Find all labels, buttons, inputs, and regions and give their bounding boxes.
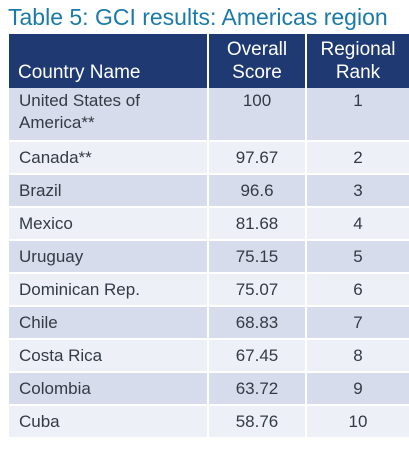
table-row: Cuba 58.76 10: [9, 406, 409, 437]
country-cell: Mexico: [9, 208, 209, 241]
score-cell: 63.72: [209, 373, 307, 406]
rank-cell: 7: [307, 307, 409, 340]
rank-cell: 10: [307, 406, 409, 437]
header-regional-rank: Regional Rank: [307, 34, 409, 88]
header-score-line1: Overall: [226, 39, 288, 60]
country-cell: Cuba: [9, 406, 209, 437]
country-cell: United States of America**: [9, 88, 209, 142]
country-cell: Colombia: [9, 373, 209, 406]
table-row: United States of America** 100 1: [9, 88, 409, 142]
score-cell: 68.83: [209, 307, 307, 340]
rank-cell: 3: [307, 175, 409, 208]
table-row: Mexico 81.68 4: [9, 208, 409, 241]
score-cell: 58.76: [209, 406, 307, 437]
score-cell: 75.07: [209, 274, 307, 307]
score-cell: 100: [209, 88, 307, 142]
header-row: Country Name Overall Score Regional Rank: [9, 34, 409, 88]
table-row: Dominican Rep. 75.07 6: [9, 274, 409, 307]
rank-cell: 9: [307, 373, 409, 406]
table-title: Table 5: GCI results: Americas region: [8, 4, 388, 30]
header-country-label: Country Name: [18, 62, 141, 83]
header-rank-line1: Regional: [320, 39, 396, 60]
table-row: Chile 68.83 7: [9, 307, 409, 340]
header-score-line2: Score: [232, 62, 282, 83]
header-rank-line2: Rank: [335, 62, 381, 83]
rank-cell: 5: [307, 241, 409, 274]
score-cell: 96.6: [209, 175, 307, 208]
table-row: Brazil 96.6 3: [9, 175, 409, 208]
header-overall-score: Overall Score: [209, 34, 307, 88]
rank-cell: 8: [307, 340, 409, 373]
table-body: United States of America** 100 1 Canada*…: [9, 88, 409, 437]
country-cell: Canada**: [9, 142, 209, 175]
country-cell: Costa Rica: [9, 340, 209, 373]
score-cell: 67.45: [209, 340, 307, 373]
country-name-line2: America**: [19, 113, 95, 132]
table-header: Country Name Overall Score Regional Rank: [9, 34, 409, 88]
score-cell: 75.15: [209, 241, 307, 274]
country-cell: Uruguay: [9, 241, 209, 274]
header-country-name: Country Name: [9, 34, 209, 88]
rank-cell: 6: [307, 274, 409, 307]
country-cell: Dominican Rep.: [9, 274, 209, 307]
table-row: Colombia 63.72 9: [9, 373, 409, 406]
rank-cell: 2: [307, 142, 409, 175]
rank-cell: 4: [307, 208, 409, 241]
results-table: Country Name Overall Score Regional Rank…: [9, 34, 409, 437]
table-row: Costa Rica 67.45 8: [9, 340, 409, 373]
table-row: Canada** 97.67 2: [9, 142, 409, 175]
rank-cell: 1: [307, 88, 409, 142]
country-cell: Brazil: [9, 175, 209, 208]
results-table-container: Country Name Overall Score Regional Rank…: [9, 34, 409, 437]
country-name-line1: United States of: [19, 91, 140, 110]
score-cell: 97.67: [209, 142, 307, 175]
score-cell: 81.68: [209, 208, 307, 241]
table-row: Uruguay 75.15 5: [9, 241, 409, 274]
country-cell: Chile: [9, 307, 209, 340]
